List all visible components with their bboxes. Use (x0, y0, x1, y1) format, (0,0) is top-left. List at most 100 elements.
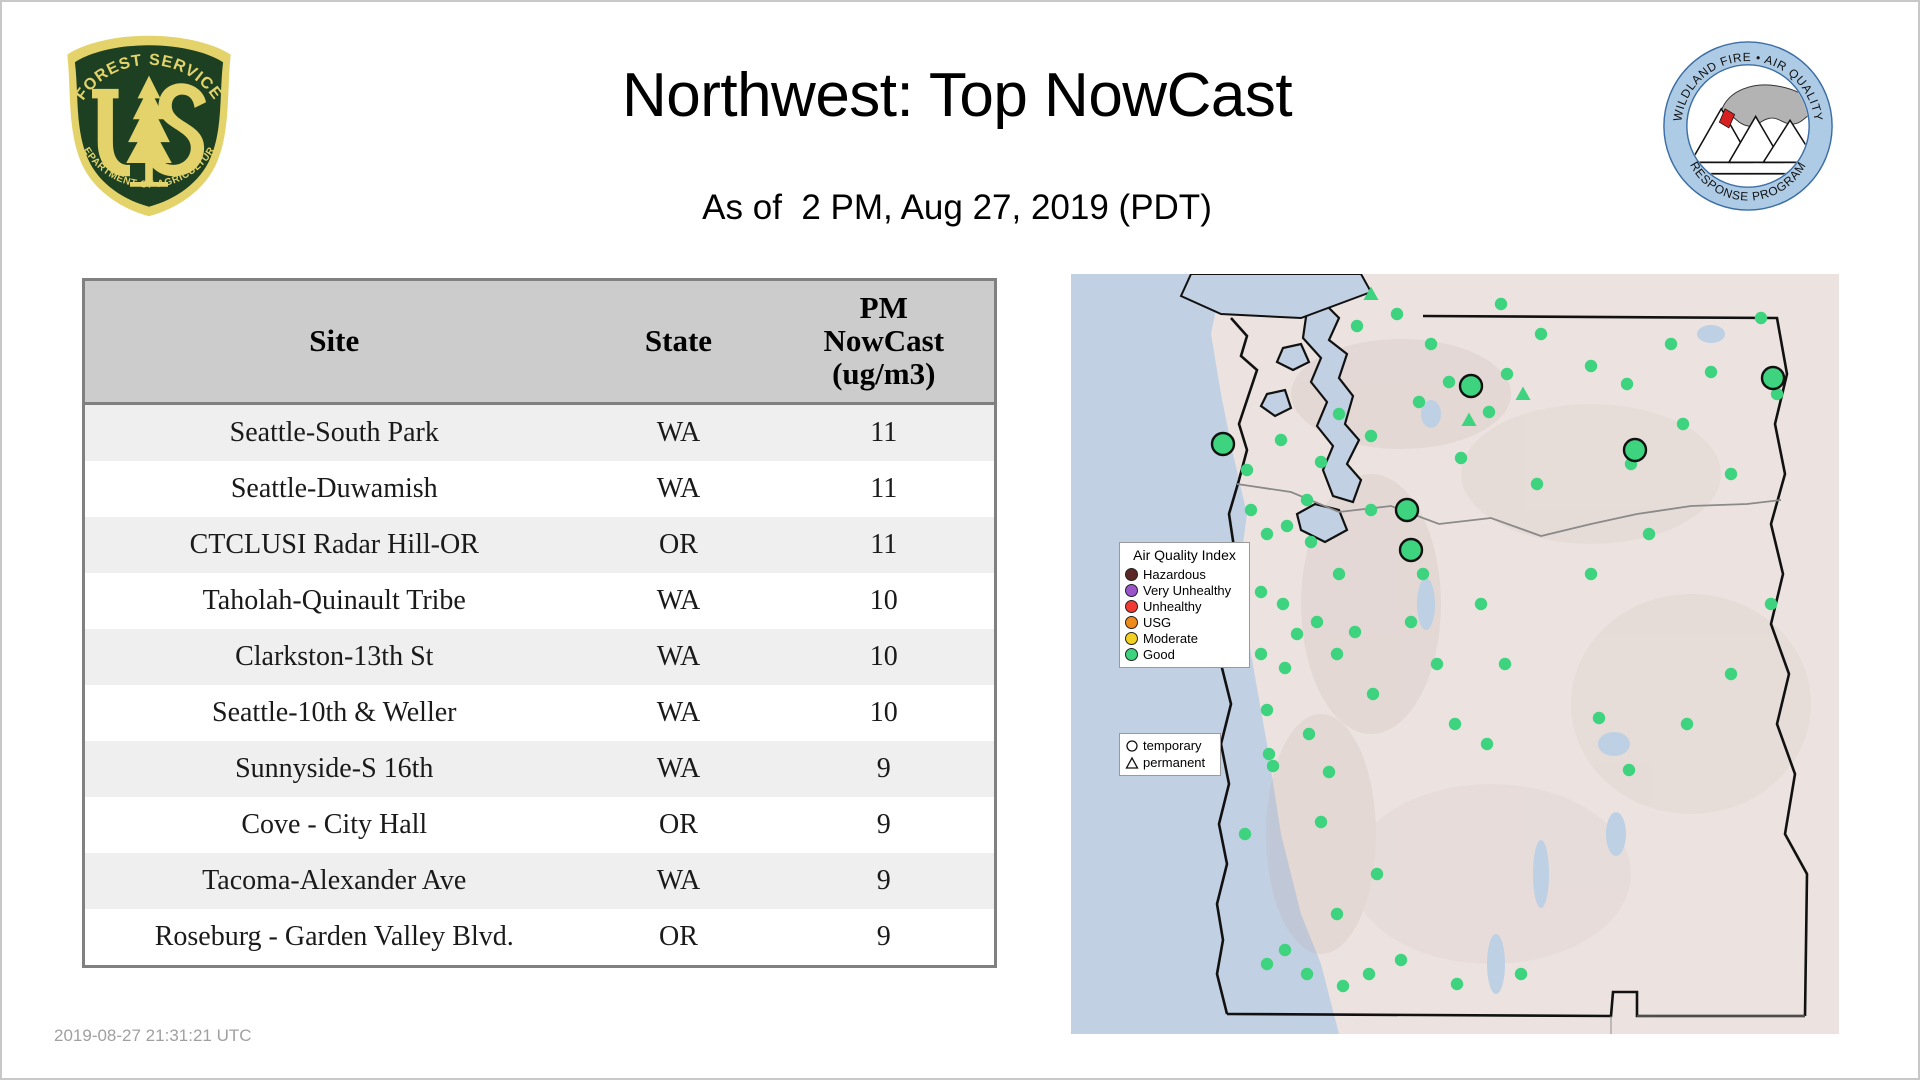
monitor-marker-good[interactable] (1370, 867, 1384, 881)
monitor-marker-good[interactable] (1336, 979, 1350, 993)
monitor-marker-good[interactable] (1724, 667, 1738, 681)
monitor-marker-good[interactable] (1430, 657, 1444, 671)
top-monitor-marker[interactable] (1622, 437, 1648, 463)
monitor-marker-good[interactable] (1448, 717, 1462, 731)
monitor-marker-good[interactable] (1676, 417, 1690, 431)
monitor-marker-good[interactable] (1642, 527, 1656, 541)
table-row: Sunnyside-S 16th WA 9 (83, 741, 996, 798)
monitor-marker-good[interactable] (1238, 827, 1252, 841)
monitor-marker-good[interactable] (1442, 375, 1456, 389)
monitor-marker-good[interactable] (1664, 337, 1678, 351)
monitor-marker-good[interactable] (1534, 327, 1548, 341)
pm-nowcast-cell: 11 (773, 403, 996, 462)
aqi-legend-label: USG (1143, 614, 1172, 630)
site-cell: Roseburg - Garden Valley Blvd. (83, 909, 584, 967)
monitor-marker-good[interactable] (1280, 519, 1294, 533)
aqi-color-swatch-icon (1125, 599, 1138, 613)
monitor-marker-good[interactable] (1290, 627, 1304, 641)
monitor-marker-good[interactable] (1262, 747, 1276, 761)
table-row: Seattle-South Park WA 11 (83, 403, 996, 462)
monitor-marker-good[interactable] (1680, 717, 1694, 731)
monitor-marker-good[interactable] (1764, 597, 1778, 611)
monitor-marker-good[interactable] (1454, 451, 1468, 465)
monitor-marker-good[interactable] (1474, 597, 1488, 611)
top-monitor-marker[interactable] (1398, 537, 1424, 563)
top-monitor-marker[interactable] (1760, 365, 1786, 391)
monitor-marker-good[interactable] (1350, 319, 1364, 333)
state-cell: WA (583, 403, 774, 462)
monitor-marker-good[interactable] (1266, 759, 1280, 773)
monitor-marker-good[interactable] (1498, 657, 1512, 671)
monitor-marker-good[interactable] (1620, 377, 1634, 391)
monitor-marker-good[interactable] (1390, 307, 1404, 321)
permanent-monitor-marker[interactable] (1461, 412, 1477, 427)
monitor-marker-good[interactable] (1302, 727, 1316, 741)
monitor-marker-good[interactable] (1500, 367, 1514, 381)
monitor-marker-good[interactable] (1254, 647, 1268, 661)
monitor-marker-good[interactable] (1592, 711, 1606, 725)
monitor-marker-good[interactable] (1260, 527, 1274, 541)
pm-nowcast-cell: 9 (773, 797, 996, 854)
monitor-marker-good[interactable] (1310, 615, 1324, 629)
top-monitor-marker[interactable] (1210, 431, 1236, 457)
secondary-lines (1610, 1015, 1805, 1034)
monitor-marker-good[interactable] (1348, 625, 1362, 639)
permanent-monitor-marker[interactable] (1515, 386, 1531, 401)
monitor-marker-good[interactable] (1274, 433, 1288, 447)
monitor-marker-good[interactable] (1412, 395, 1426, 409)
aqi-color-swatch-icon (1125, 615, 1138, 629)
permanent-monitor-marker[interactable] (1363, 286, 1379, 301)
monitor-marker-good[interactable] (1300, 967, 1314, 981)
monitor-marker-good[interactable] (1330, 647, 1344, 661)
monitor-marker-good[interactable] (1584, 359, 1598, 373)
monitor-marker-good[interactable] (1244, 503, 1258, 517)
monitor-marker-good[interactable] (1622, 763, 1636, 777)
monitor-marker-good[interactable] (1240, 463, 1254, 477)
monitor-marker-good[interactable] (1530, 477, 1544, 491)
monitor-marker-good[interactable] (1330, 907, 1344, 921)
monitor-marker-good[interactable] (1278, 661, 1292, 675)
monitor-marker-good[interactable] (1416, 567, 1430, 581)
nowcast-table: Site State PM NowCast (ug/m3) Seattle-So… (82, 278, 997, 969)
monitor-marker-good[interactable] (1482, 405, 1496, 419)
pm-nowcast-cell: 10 (773, 573, 996, 630)
monitor-marker-good[interactable] (1450, 977, 1464, 991)
nowcast-table-container: Site State PM NowCast (ug/m3) Seattle-So… (82, 278, 997, 969)
monitor-marker-good[interactable] (1362, 967, 1376, 981)
top-monitor-marker[interactable] (1458, 373, 1484, 399)
aqi-legend-row: Unhealthy (1125, 598, 1244, 614)
state-cell: WA (583, 573, 774, 630)
table-row: Roseburg - Garden Valley Blvd. OR 9 (83, 909, 996, 967)
monitor-marker-good[interactable] (1260, 703, 1274, 717)
monitor-marker-good[interactable] (1276, 597, 1290, 611)
aqi-legend-row: USG (1125, 614, 1244, 630)
monitor-marker-good[interactable] (1300, 493, 1314, 507)
monitor-marker-good[interactable] (1254, 585, 1268, 599)
top-monitor-marker[interactable] (1394, 497, 1420, 523)
monitor-marker-good[interactable] (1260, 957, 1274, 971)
monitor-marker-good[interactable] (1724, 467, 1738, 481)
monitor-marker-good[interactable] (1314, 815, 1328, 829)
monitor-marker-good[interactable] (1394, 953, 1408, 967)
monitor-marker-good[interactable] (1770, 387, 1784, 401)
monitor-marker-good[interactable] (1404, 615, 1418, 629)
monitor-marker-good[interactable] (1366, 687, 1380, 701)
monitor-marker-good[interactable] (1514, 967, 1528, 981)
page-subtitle: As of 2 PM, Aug 27, 2019 (PDT) (702, 188, 1212, 227)
monitor-marker-good[interactable] (1314, 455, 1328, 469)
monitor-marker-good[interactable] (1480, 737, 1494, 751)
pm-nowcast-cell: 11 (773, 461, 996, 518)
state-cell: WA (583, 853, 774, 910)
monitor-marker-good[interactable] (1278, 943, 1292, 957)
monitor-marker-good[interactable] (1332, 407, 1346, 421)
monitor-marker-good[interactable] (1704, 365, 1718, 379)
monitor-marker-good[interactable] (1364, 429, 1378, 443)
monitor-marker-good[interactable] (1494, 297, 1508, 311)
monitor-marker-good[interactable] (1754, 311, 1768, 325)
monitor-marker-good[interactable] (1584, 567, 1598, 581)
monitor-marker-good[interactable] (1332, 567, 1346, 581)
monitor-marker-good[interactable] (1322, 765, 1336, 779)
monitor-marker-good[interactable] (1364, 503, 1378, 517)
monitor-marker-good[interactable] (1424, 337, 1438, 351)
monitor-marker-good[interactable] (1304, 535, 1318, 549)
